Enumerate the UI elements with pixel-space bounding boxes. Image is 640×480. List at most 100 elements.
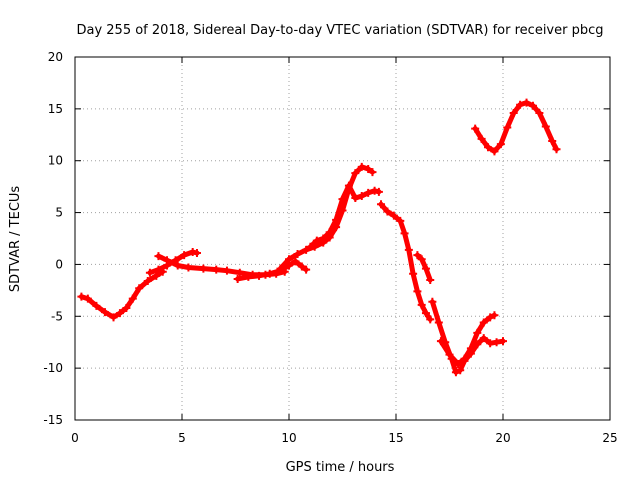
y-tick-label: 0 bbox=[55, 257, 63, 271]
chart-title: Day 255 of 2018, Sidereal Day-to-day VTE… bbox=[76, 23, 603, 38]
data-point bbox=[417, 255, 426, 264]
data-point bbox=[100, 308, 109, 317]
data-point bbox=[396, 216, 405, 225]
data-point bbox=[370, 186, 379, 195]
data-point bbox=[486, 339, 495, 348]
data-point bbox=[383, 207, 392, 216]
data-point bbox=[522, 98, 531, 107]
data-point bbox=[291, 257, 300, 266]
data-point bbox=[479, 318, 488, 327]
data-point bbox=[312, 236, 321, 245]
data-point bbox=[445, 350, 454, 359]
data-point bbox=[184, 263, 193, 272]
data-point bbox=[454, 359, 463, 368]
data-point bbox=[503, 123, 512, 132]
series-trace bbox=[414, 252, 433, 283]
data-point bbox=[255, 271, 264, 280]
y-axis-label: SDTVAR / TECUs bbox=[8, 186, 23, 293]
data-point bbox=[357, 162, 366, 171]
data-point bbox=[152, 271, 161, 280]
data-point bbox=[351, 169, 360, 178]
data-point bbox=[293, 250, 302, 259]
grid-lines bbox=[75, 57, 610, 420]
data-point bbox=[233, 274, 242, 283]
data-point bbox=[548, 137, 557, 146]
data-point bbox=[302, 265, 311, 274]
data-point bbox=[492, 338, 501, 347]
series-arc-2 bbox=[145, 247, 201, 277]
data-point bbox=[389, 211, 398, 220]
y-tick-label: -5 bbox=[51, 309, 63, 323]
data-series bbox=[77, 98, 561, 377]
data-point bbox=[413, 251, 422, 260]
data-point bbox=[509, 109, 518, 118]
data-point bbox=[163, 256, 172, 265]
data-point bbox=[516, 100, 525, 109]
data-point bbox=[265, 269, 274, 278]
y-tick-label: 5 bbox=[55, 206, 63, 220]
series-arc-10 bbox=[436, 311, 499, 368]
y-tick-label: 20 bbox=[48, 50, 63, 64]
data-point bbox=[319, 234, 328, 243]
data-point bbox=[154, 252, 163, 261]
data-point bbox=[128, 294, 137, 303]
data-point bbox=[451, 368, 460, 377]
data-point bbox=[552, 145, 561, 154]
y-tick-label: 10 bbox=[48, 154, 63, 168]
y-tick-label: -15 bbox=[43, 413, 63, 427]
data-point bbox=[143, 277, 152, 286]
data-point bbox=[404, 245, 413, 254]
data-point bbox=[364, 165, 373, 174]
data-point bbox=[92, 301, 101, 310]
data-point bbox=[377, 200, 386, 209]
data-point bbox=[332, 215, 341, 224]
data-point bbox=[426, 275, 435, 284]
data-point bbox=[306, 242, 315, 251]
x-tick-label: 15 bbox=[388, 431, 403, 445]
data-point bbox=[122, 303, 131, 312]
data-point bbox=[344, 181, 353, 190]
y-tick-label: -10 bbox=[43, 361, 63, 375]
series-arc-1 bbox=[77, 267, 167, 322]
data-point bbox=[285, 255, 293, 264]
data-point bbox=[409, 269, 418, 278]
data-point bbox=[434, 318, 443, 327]
x-tick-label: 10 bbox=[281, 431, 296, 445]
data-point bbox=[297, 262, 306, 271]
series-arc-8 bbox=[413, 251, 435, 284]
data-point bbox=[145, 268, 154, 277]
data-point bbox=[338, 195, 347, 204]
data-point bbox=[222, 266, 231, 275]
data-point bbox=[302, 245, 311, 254]
data-point bbox=[479, 334, 488, 343]
data-point bbox=[244, 272, 253, 281]
data-point bbox=[535, 109, 544, 118]
data-point bbox=[154, 265, 163, 274]
data-point bbox=[421, 264, 430, 273]
data-point bbox=[496, 140, 505, 149]
x-axis-label: GPS time / hours bbox=[286, 460, 395, 475]
x-tick-label: 0 bbox=[71, 431, 79, 445]
data-point bbox=[486, 313, 495, 322]
data-point bbox=[199, 264, 208, 273]
data-point bbox=[541, 122, 550, 131]
data-point bbox=[235, 268, 244, 277]
data-point bbox=[490, 311, 499, 320]
data-point bbox=[428, 297, 437, 306]
data-point bbox=[417, 300, 426, 309]
data-point bbox=[357, 191, 366, 200]
data-point bbox=[83, 294, 92, 303]
y-tick-label: 15 bbox=[48, 102, 63, 116]
data-point bbox=[456, 366, 465, 375]
series-arc-6 bbox=[306, 181, 383, 251]
data-point bbox=[477, 134, 486, 143]
axis-ticks: 0 5 10 15 20 25 -15 -10 -5 0 5 10 15 20 bbox=[43, 50, 617, 445]
data-point bbox=[77, 292, 86, 301]
data-point bbox=[426, 315, 435, 324]
series-arc-11 bbox=[471, 98, 561, 156]
data-point bbox=[115, 309, 124, 318]
data-point bbox=[192, 249, 201, 258]
data-point bbox=[473, 328, 482, 337]
data-point bbox=[460, 354, 469, 363]
